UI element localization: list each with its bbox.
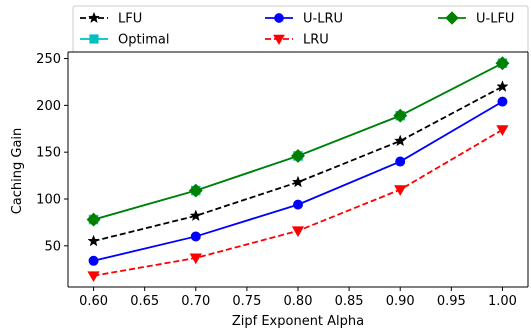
x-tick-label: 0.70 [181, 294, 210, 309]
data-point-lfu [394, 134, 407, 147]
legend-label-u-lfu: U-LFU [476, 12, 514, 27]
legend-marker-u-lru [274, 13, 284, 23]
data-point-lru [496, 125, 509, 136]
legend-marker-lru [273, 34, 285, 46]
legend: LFU U-LRU U-LFU Optimal LRU [72, 5, 529, 53]
x-axis-label: Zipf Exponent Alpha [232, 314, 364, 329]
y-tick-label: 150 [36, 146, 61, 161]
data-point-lfu [189, 209, 202, 222]
data-point-lru [87, 271, 100, 283]
x-tick-label: 0.65 [130, 294, 159, 309]
x-tick-label: 0.95 [437, 294, 466, 309]
legend-item-lfu: LFU [80, 12, 142, 27]
data-point-lfu [87, 234, 100, 247]
data-point-u-lfu [495, 56, 510, 71]
data-point-lru [291, 226, 305, 238]
legend-marker-u-lfu [445, 11, 459, 25]
data-point-lru [189, 253, 202, 265]
data-point-u-lfu [86, 212, 101, 227]
data-point-u-lru [190, 231, 201, 242]
legend-label-lfu: LFU [118, 12, 142, 27]
x-tick-label: 0.60 [79, 294, 108, 309]
x-tick-label: 0.75 [232, 294, 261, 309]
legend-item-lru: LRU [265, 33, 329, 48]
y-tick-label: 250 [36, 52, 61, 67]
series-lru [87, 125, 509, 283]
data-point-lru [394, 185, 407, 196]
y-tick-label: 100 [36, 192, 61, 207]
x-tick-label: 0.80 [284, 294, 313, 309]
legend-label-optimal: Optimal [118, 33, 169, 48]
y-tick-label: 50 [44, 239, 61, 254]
series-u-lru [88, 96, 508, 266]
plot-area: 0.60 0.65 0.70 0.75 0.80 0.85 0.90 0.95 1.00 50 10… [36, 51, 529, 309]
y-axis-label: Caching Gain [10, 128, 25, 215]
data-point-u-lfu [393, 108, 408, 123]
series-u-lfu [86, 56, 510, 227]
legend-item-optimal: Optimal [80, 33, 169, 48]
data-point-lfu [291, 175, 305, 188]
data-point-u-lru [395, 156, 406, 167]
y-tick-label: 200 [36, 99, 61, 114]
data-point-u-lfu [291, 148, 305, 163]
series-line-optimal [93, 62, 503, 221]
data-point-lfu [496, 80, 509, 92]
legend-label-u-lru: U-LRU [303, 12, 343, 27]
series-line-u-lfu [93, 62, 503, 221]
x-tick-label: 0.85 [335, 294, 364, 309]
data-point-u-lfu [188, 183, 203, 198]
data-point-u-lru [88, 255, 99, 266]
series-lfu [87, 80, 509, 247]
legend-item-u-lfu: U-LFU [438, 11, 514, 27]
data-point-u-lru [497, 96, 508, 107]
series-line-lfu [93, 85, 503, 242]
legend-marker-lfu [88, 11, 100, 24]
series-optimal [88, 58, 508, 225]
x-tick-label: 1.00 [488, 294, 517, 309]
legend-label-lru: LRU [303, 33, 329, 48]
data-point-u-lru [293, 199, 303, 210]
legend-marker-optimal [89, 34, 99, 44]
legend-item-u-lru: U-LRU [265, 12, 343, 27]
x-tick-label: 0.90 [386, 294, 415, 309]
